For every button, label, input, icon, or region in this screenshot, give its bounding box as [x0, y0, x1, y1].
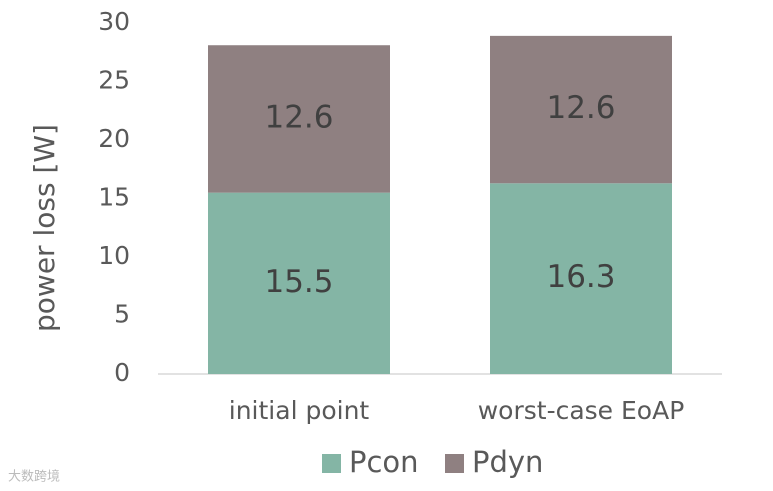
y-tick-label: 20: [98, 124, 130, 153]
y-tick-label: 15: [98, 183, 130, 212]
watermark: 大数跨境: [8, 470, 60, 485]
y-tick-label: 0: [114, 358, 130, 387]
bar-segment: [490, 35, 672, 184]
y-tick-label: 10: [98, 241, 130, 270]
y-tick-label: 5: [114, 300, 130, 329]
data-label: 12.6: [546, 90, 615, 126]
bar-segment: [208, 45, 390, 193]
bar-segment: [208, 192, 390, 374]
y-axis-label: power loss [W]: [28, 124, 61, 332]
legend-swatch: [322, 454, 341, 473]
bar-segment: [490, 183, 672, 374]
x-tick-label: initial point: [229, 396, 370, 425]
x-tick-label: worst-case EoAP: [478, 396, 685, 425]
legend-label: Pcon: [349, 445, 419, 479]
legend-swatch: [445, 454, 464, 473]
data-label: 12.6: [264, 99, 333, 135]
data-label: 16.3: [546, 259, 615, 295]
legend-label: Pdyn: [472, 445, 543, 479]
y-tick-label: 25: [98, 66, 130, 95]
data-label: 15.5: [264, 264, 333, 300]
y-tick-label: 30: [98, 7, 130, 36]
